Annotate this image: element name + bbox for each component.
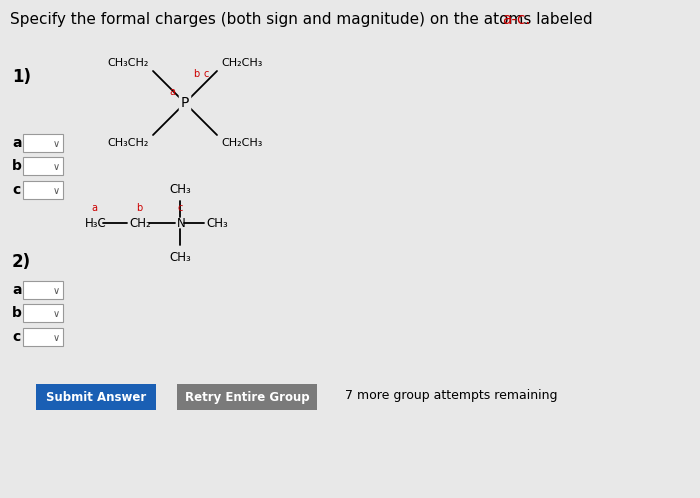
FancyBboxPatch shape — [177, 384, 317, 410]
Text: b: b — [136, 203, 142, 213]
Text: ∨: ∨ — [52, 286, 60, 296]
Text: 1): 1) — [12, 68, 31, 86]
Text: CH₂: CH₂ — [129, 217, 150, 230]
Text: P: P — [181, 96, 189, 110]
Text: ∨: ∨ — [52, 333, 60, 343]
Text: c: c — [12, 330, 20, 344]
Text: c: c — [203, 69, 209, 79]
Text: CH₃: CH₃ — [169, 251, 191, 264]
FancyBboxPatch shape — [23, 281, 63, 299]
FancyBboxPatch shape — [23, 181, 63, 199]
Text: CH₃CH₂: CH₃CH₂ — [108, 58, 149, 68]
Text: ∨: ∨ — [52, 309, 60, 319]
Text: b: b — [193, 69, 199, 79]
Text: H₃C: H₃C — [85, 217, 106, 230]
Text: CH₂CH₃: CH₂CH₃ — [221, 138, 262, 148]
Text: N: N — [177, 217, 186, 230]
Text: ∨: ∨ — [52, 186, 60, 196]
Text: c: c — [12, 183, 20, 197]
Text: b: b — [12, 306, 22, 320]
FancyBboxPatch shape — [23, 157, 63, 175]
Text: a: a — [169, 87, 175, 97]
Text: ∨: ∨ — [52, 162, 60, 172]
Text: Retry Entire Group: Retry Entire Group — [185, 390, 309, 403]
Text: a: a — [91, 203, 97, 213]
Text: b: b — [12, 159, 22, 173]
Text: 2): 2) — [12, 253, 31, 271]
Text: c: c — [177, 203, 183, 213]
Text: a-c.: a-c. — [502, 12, 531, 27]
FancyBboxPatch shape — [23, 328, 63, 346]
Text: ∨: ∨ — [52, 139, 60, 149]
Text: CH₃CH₂: CH₃CH₂ — [108, 138, 149, 148]
Text: CH₃: CH₃ — [206, 217, 228, 230]
Text: CH₃: CH₃ — [169, 183, 191, 196]
Text: 7 more group attempts remaining: 7 more group attempts remaining — [345, 388, 557, 401]
Text: Specify the formal charges (both sign and magnitude) on the atoms labeled: Specify the formal charges (both sign an… — [10, 12, 598, 27]
Text: a: a — [12, 283, 22, 297]
Text: Submit Answer: Submit Answer — [46, 390, 146, 403]
Text: a: a — [12, 136, 22, 150]
FancyBboxPatch shape — [36, 384, 156, 410]
FancyBboxPatch shape — [23, 304, 63, 322]
FancyBboxPatch shape — [23, 134, 63, 152]
Text: CH₂CH₃: CH₂CH₃ — [221, 58, 262, 68]
